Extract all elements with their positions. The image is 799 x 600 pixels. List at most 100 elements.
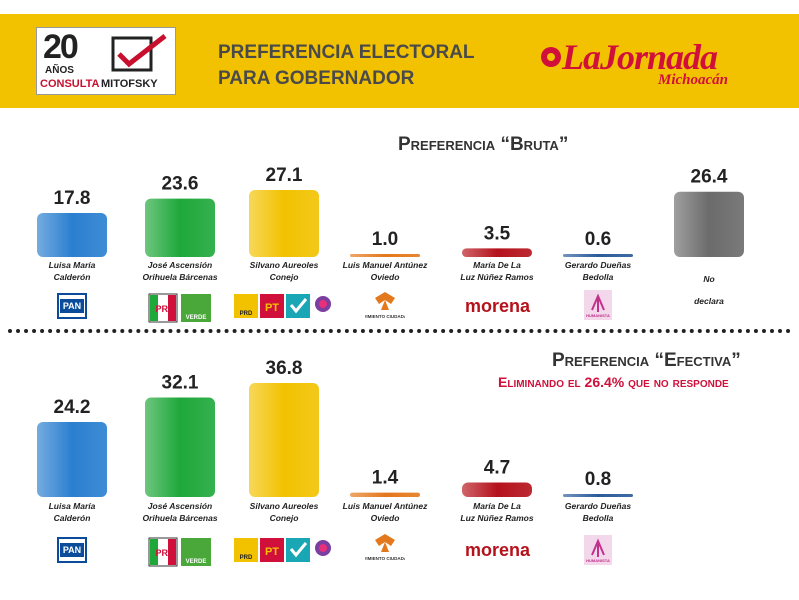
bar-value-label-bruta-1: 23.6: [162, 174, 199, 195]
svg-text:MOVIMIENTO CIUDADANO: MOVIMIENTO CIUDADANO: [365, 556, 405, 561]
prd-pt-alliance-logo-svg: PRD PT: [234, 538, 331, 562]
svg-text:HUMANISTA: HUMANISTA: [586, 558, 610, 563]
bar-value-label-bruta-3: 1.0: [372, 229, 398, 250]
candidate-name-line1: José Ascensión: [147, 501, 213, 511]
logo-jornada-region: Michoacán: [658, 72, 729, 88]
candidate-name-efectiva-2: Silvano Aureoles Conejo: [229, 500, 339, 524]
candidate-name-line2: Luz Núñez Ramos: [460, 513, 534, 523]
bar-bruta-3: [350, 254, 420, 257]
svg-text:HUMANISTA: HUMANISTA: [586, 313, 610, 318]
candidate-name-line2: declara: [694, 296, 724, 306]
candidate-name-line1: Silvano Aureoles: [249, 501, 319, 511]
header: 20 AÑOS CONSULTA MITOFSKY PREFERENCIA EL…: [0, 0, 799, 112]
bar-value-label-efectiva-4: 4.7: [484, 457, 510, 478]
logo-consulta: CONSULTA: [40, 78, 100, 90]
candidate-name-line2: Bedolla: [582, 513, 614, 523]
chart-subtitle-efectiva: Eliminando el 26.4% que no responde: [498, 374, 729, 390]
bar-value-label-bruta-4: 3.5: [484, 223, 511, 244]
morena-efectiva-icon: morena: [465, 540, 531, 560]
bar-efectiva-3: [350, 492, 420, 497]
bar-efectiva-2: [249, 383, 319, 497]
section-divider: [8, 329, 791, 333]
consulta-mitofsky-logo: 20 AÑOS CONSULTA MITOFSKY: [36, 27, 176, 95]
svg-text:VERDE: VERDE: [186, 315, 207, 321]
prd-pt-nueva-alianza-bruta-icon: PRD PT: [234, 293, 334, 324]
pri-verde-logo-svg: PRI VERDE: [148, 537, 211, 567]
candidate-name-bruta-0: Luisa María Calderón: [17, 259, 127, 283]
bar-bruta-4: [462, 248, 532, 257]
logo-mitofsky-text: MITOFSKY: [101, 78, 158, 90]
bar-efectiva-0: [37, 422, 107, 497]
bar-bruta-5: [563, 254, 633, 257]
bar-value-label-efectiva-1: 32.1: [162, 373, 199, 394]
pan-efectiva-icon: PAN: [57, 537, 87, 563]
bar-bruta-1: [145, 198, 215, 257]
candidate-name-bruta-4: María De La Luz Núñez Ramos: [442, 259, 552, 283]
svg-text:PT: PT: [265, 546, 279, 558]
candidate-name-line2: Calderón: [53, 272, 91, 282]
candidate-name-line2: Luz Núñez Ramos: [460, 272, 534, 282]
la-jornada-logo: LaJornada Michoacán: [540, 36, 760, 96]
candidate-name-efectiva-0: Luisa María Calderón: [17, 500, 127, 524]
candidate-name-line2: Orihuela Bárcenas: [142, 272, 218, 282]
candidate-name-line2: Calderón: [53, 513, 91, 523]
pan-label: PAN: [59, 299, 85, 313]
svg-text:PRI: PRI: [155, 548, 170, 558]
candidate-name-line2: Orihuela Bárcenas: [142, 513, 218, 523]
candidate-name-line2: Oviedo: [370, 513, 400, 523]
candidate-name-line2: Bedolla: [582, 272, 614, 282]
movimiento-ciudadano-logo-svg: MOVIMIENTO CIUDADANO: [356, 534, 414, 561]
svg-text:VERDE: VERDE: [186, 559, 207, 565]
bar-efectiva-4: [462, 482, 532, 497]
candidate-name-bruta-5: Gerardo Dueñas Bedolla: [543, 259, 653, 283]
candidate-name-line1: No: [703, 274, 715, 284]
humanista-efectiva-icon: HUMANISTA: [584, 535, 612, 570]
bar-value-label-efectiva-0: 24.2: [54, 397, 91, 418]
svg-text:PT: PT: [265, 302, 279, 314]
candidate-name-line1: María De La: [473, 260, 521, 270]
bar-bruta-6: [674, 191, 744, 257]
candidate-name-bruta-6: No declara: [654, 273, 764, 307]
candidate-name-line2: Conejo: [269, 513, 299, 523]
svg-text:PRI: PRI: [155, 304, 170, 314]
movimiento-ciudadano-logo-svg: MOVIMIENTO CIUDADANO: [356, 292, 414, 319]
pri-verde-logo-svg: PRI VERDE: [148, 293, 211, 323]
candidate-name-bruta-2: Silvano Aureoles Conejo: [229, 259, 339, 283]
movimiento-ciudadano-bruta-icon: MOVIMIENTO CIUDADANO: [356, 290, 414, 325]
pan-label: PAN: [59, 543, 85, 557]
candidate-name-efectiva-1: José Ascensión Orihuela Bárcenas: [125, 500, 235, 524]
movimiento-ciudadano-efectiva-icon: MOVIMIENTO CIUDADANO: [356, 532, 414, 567]
bar-value-label-bruta-2: 27.1: [266, 165, 303, 186]
bar-bruta-0: [37, 212, 107, 257]
pan-bruta-icon: PAN: [57, 293, 87, 319]
morena-bruta-icon: morena: [465, 296, 531, 316]
logo-anos: AÑOS: [45, 65, 74, 76]
bar-value-label-efectiva-3: 1.4: [372, 468, 399, 489]
bar-bruta-2: [249, 190, 319, 257]
svg-text:MOVIMIENTO CIUDADANO: MOVIMIENTO CIUDADANO: [365, 314, 405, 319]
candidate-name-line1: Luis Manuel Antúnez: [342, 260, 428, 270]
candidate-name-efectiva-4: María De La Luz Núñez Ramos: [442, 500, 552, 524]
candidate-name-line1: Silvano Aureoles: [249, 260, 319, 270]
jornada-emblem-icon: [541, 47, 561, 67]
humanista-logo-svg: HUMANISTA: [584, 535, 612, 565]
candidate-name-line2: Oviedo: [370, 272, 400, 282]
humanista-bruta-icon: HUMANISTA: [584, 290, 612, 325]
candidate-name-bruta-3: Luis Manuel Antúnez Oviedo: [330, 259, 440, 283]
chart-title-efectiva: Preferencia “Efectiva”: [552, 350, 741, 371]
ballot-checkmark-icon: [111, 34, 167, 72]
prd-pt-alliance-logo-svg: PRD PT: [234, 294, 331, 318]
candidate-name-line1: Gerardo Dueñas: [564, 260, 632, 270]
candidate-name-line1: Gerardo Dueñas: [564, 501, 632, 511]
candidate-name-efectiva-3: Luis Manuel Antúnez Oviedo: [330, 500, 440, 524]
bar-value-label-efectiva-5: 0.8: [585, 469, 611, 490]
candidate-name-line1: Luisa María: [48, 501, 96, 511]
bar-efectiva-5: [563, 494, 633, 497]
humanista-logo-svg: HUMANISTA: [584, 290, 612, 320]
prd-pt-nueva-alianza-efectiva-icon: PRD PT: [234, 537, 334, 568]
candidate-name-line2: Conejo: [269, 272, 299, 282]
logo-jornada-name: LaJornada: [562, 37, 718, 77]
candidate-name-bruta-1: José Ascensión Orihuela Bárcenas: [125, 259, 235, 283]
